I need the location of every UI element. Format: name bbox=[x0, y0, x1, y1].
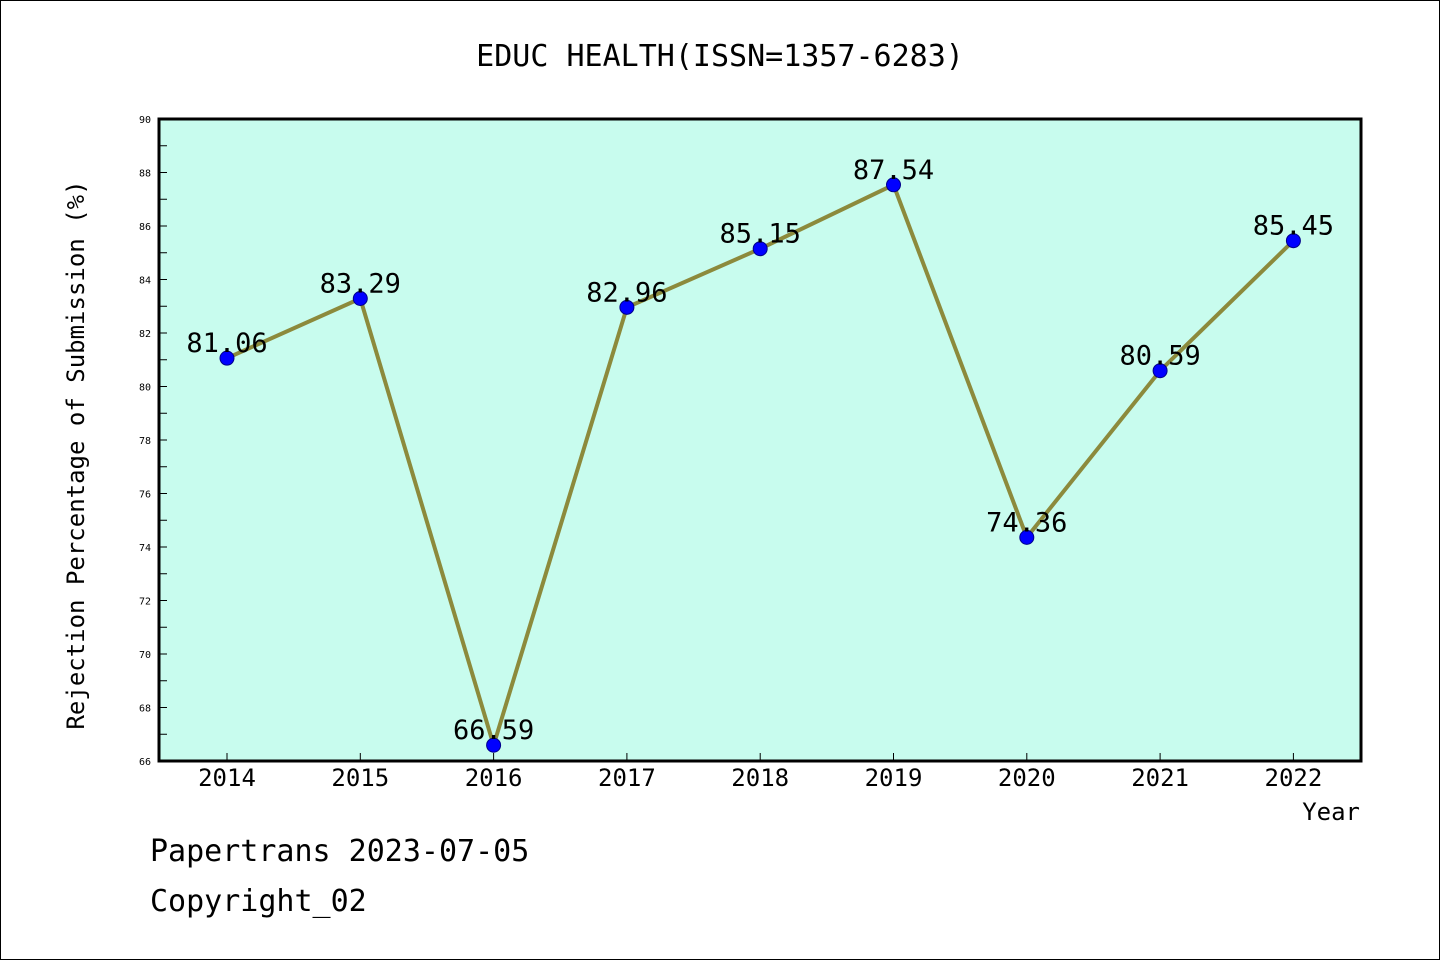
y-tick-label: 88 bbox=[139, 169, 151, 180]
data-label: 81.06 bbox=[186, 328, 267, 359]
data-point bbox=[1152, 363, 1168, 379]
chart-title: EDUC HEALTH(ISSN=1357-6283) bbox=[476, 39, 964, 74]
data-point bbox=[352, 290, 368, 306]
data-label: 66.59 bbox=[453, 715, 534, 746]
data-point bbox=[219, 350, 235, 366]
x-tick-label: 2016 bbox=[465, 764, 523, 792]
data-point bbox=[619, 299, 635, 315]
data-label: 80.59 bbox=[1119, 341, 1200, 372]
data-label: 87.54 bbox=[853, 155, 934, 186]
data-label: 85.15 bbox=[720, 219, 801, 250]
y-tick-label: 70 bbox=[139, 650, 151, 661]
data-point bbox=[1285, 233, 1301, 249]
data-point bbox=[1019, 529, 1035, 545]
y-tick-label: 66 bbox=[139, 757, 151, 768]
x-axis: 2014 2015 2016 2017 2018 2019 2020 2021 2022 bbox=[198, 753, 1322, 792]
y-tick-label: 76 bbox=[139, 490, 151, 501]
data-label: 83.29 bbox=[320, 268, 401, 299]
y-tick-label: 74 bbox=[139, 543, 151, 554]
y-tick-label: 90 bbox=[139, 115, 151, 126]
data-label: 85.45 bbox=[1253, 211, 1334, 242]
y-tick-label: 72 bbox=[139, 597, 151, 608]
y-tick-label: 80 bbox=[139, 383, 151, 394]
x-axis-label: Year bbox=[1302, 798, 1360, 826]
y-tick-label: 78 bbox=[139, 436, 151, 447]
data-label: 82.96 bbox=[586, 277, 667, 308]
x-tick-label: 2014 bbox=[198, 764, 256, 792]
x-tick-label: 2021 bbox=[1131, 764, 1189, 792]
y-tick-label: 84 bbox=[139, 276, 151, 287]
y-axis: 66 68 70 72 74 76 78 80 82 84 86 88 90 bbox=[139, 115, 167, 768]
x-tick-label: 2022 bbox=[1265, 764, 1323, 792]
x-tick-label: 2015 bbox=[331, 764, 389, 792]
x-tick-label: 2017 bbox=[598, 764, 656, 792]
footer-date-line: Papertrans 2023-07-05 bbox=[150, 834, 530, 869]
data-point bbox=[752, 241, 768, 257]
footer-copyright-line: Copyright_02 bbox=[150, 884, 367, 919]
x-tick-label: 2019 bbox=[865, 764, 923, 792]
x-tick-label: 2018 bbox=[731, 764, 789, 792]
data-point bbox=[886, 177, 901, 193]
x-tick-label: 2020 bbox=[998, 764, 1056, 792]
data-labels: 81.06 83.29 66.59 82.96 85.15 87.54 74.36 80.59… bbox=[186, 155, 1334, 746]
y-tick-label: 86 bbox=[139, 222, 151, 233]
y-axis-label: Rejection Percentage of Submission (%) bbox=[62, 180, 90, 729]
y-tick-label: 82 bbox=[139, 329, 151, 340]
plot-area bbox=[157, 117, 1363, 763]
data-markers bbox=[219, 177, 1301, 753]
y-tick-label: 68 bbox=[139, 704, 151, 715]
data-label: 74.36 bbox=[986, 507, 1067, 538]
data-point bbox=[486, 737, 502, 753]
